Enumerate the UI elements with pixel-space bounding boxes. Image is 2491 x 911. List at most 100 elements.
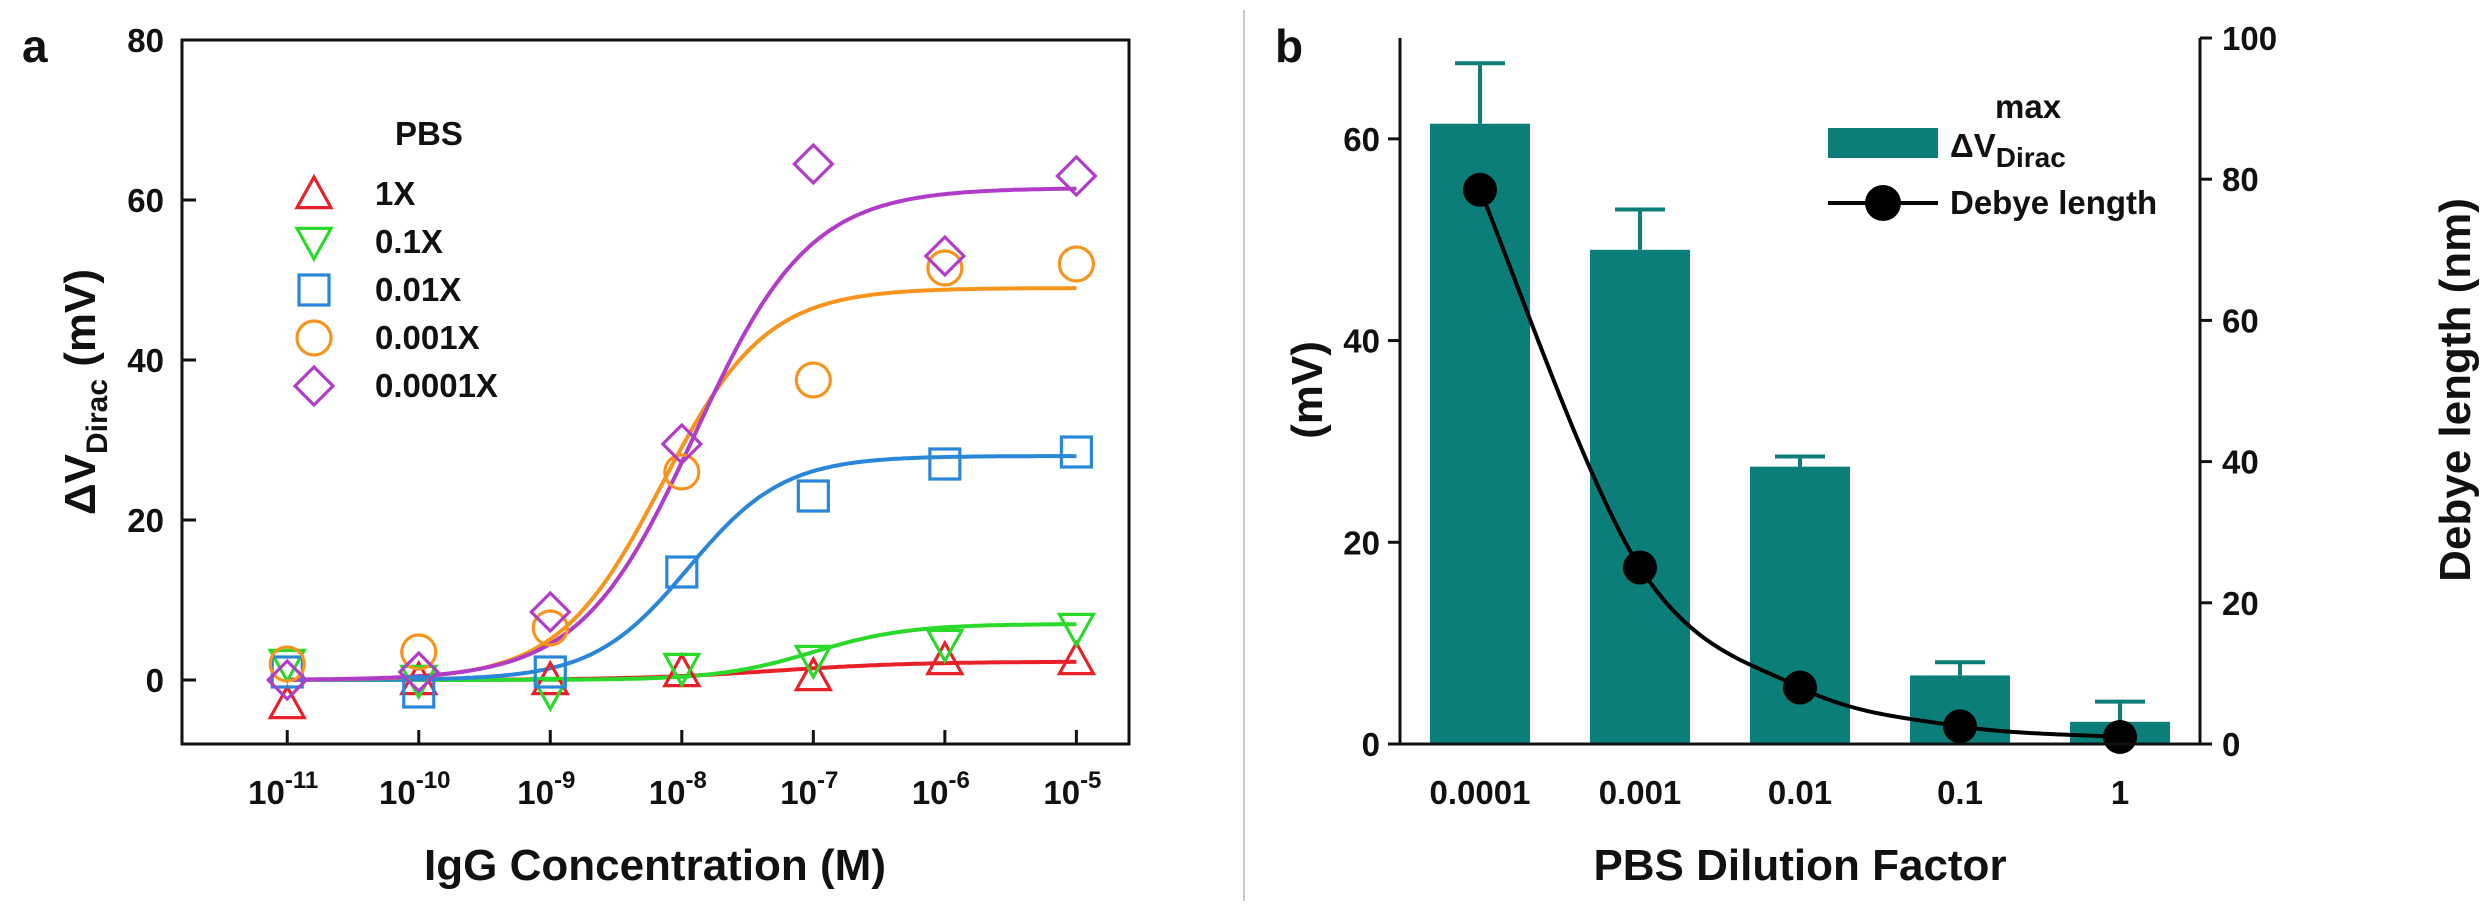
panel-b-left-y-ticks: 0 20 40 60	[1343, 121, 1400, 763]
data-point-0.0001X	[265, 658, 309, 702]
panel-b-left-y-axis-title: (mV)	[1283, 341, 1332, 439]
data-point-0.001X	[531, 609, 569, 647]
data-point-0.01X	[1059, 435, 1093, 469]
legend-label-1X: 1X	[375, 175, 415, 212]
data-point-0.01X	[533, 655, 567, 689]
data-point-1X	[267, 683, 307, 720]
panel-b-bars	[1430, 123, 2170, 745]
data-point-0.001X	[400, 633, 438, 671]
data-point-1X	[793, 655, 834, 692]
panel-b-x-ticks: 0.0001 0.001 0.01 0.1 1	[1430, 774, 2130, 811]
data-point-0.01X	[665, 555, 699, 589]
debye-point	[1783, 670, 1817, 705]
y-tick-label: 20	[127, 502, 164, 539]
data-point-0.01X	[928, 447, 962, 481]
data-point-0.1X	[793, 644, 834, 681]
data-point-1X	[1056, 639, 1097, 676]
panel-a-legend: PBS 1X 0.1X 0.01X 0.001X 0.0001X	[292, 115, 498, 408]
panel-b-right-y-ticks: 0 20 40 60 80 100	[2200, 20, 2277, 763]
left-y-tick-label: 20	[1343, 524, 1380, 561]
x-tick-label: 10-9	[517, 767, 575, 811]
legend-marker-1X	[294, 173, 334, 210]
x-tick-label: 10-5	[1043, 767, 1101, 811]
y-tick-label: 80	[127, 22, 164, 59]
panel-b-error-bars	[1455, 61, 2145, 722]
y-title-subscript: Dirac	[81, 379, 114, 454]
legend-bar-swatch	[1828, 128, 1938, 158]
panel-b-letter: b	[1275, 20, 1303, 72]
debye-point	[1943, 709, 1977, 744]
data-point-1X	[925, 639, 965, 676]
panel-b-legend: ΔVDirac max Debye length	[1828, 88, 2157, 221]
data-point-0.001X	[1057, 245, 1095, 283]
panel-a-plot-frame	[180, 38, 1131, 746]
legend-marker-0.01X	[297, 273, 331, 307]
right-y-tick-label: 60	[2222, 302, 2259, 339]
data-point-0.0001X	[660, 422, 704, 466]
data-point-0.0001X	[1055, 154, 1098, 198]
panel-b-right-y-axis-title: Debye length (nm)	[2431, 198, 2480, 582]
fit-curve-0.01X	[287, 454, 1077, 682]
x-category-label: 1	[2111, 774, 2129, 811]
data-point-0.01X	[402, 675, 436, 709]
x-category-label: 0.001	[1599, 774, 1682, 811]
panel-b-debye-line	[1463, 172, 2137, 754]
legend-label-0.0001X: 0.0001X	[375, 367, 498, 404]
data-point-1X	[662, 651, 702, 688]
data-point-0.1X	[1056, 612, 1097, 649]
x-category-label: 0.0001	[1430, 774, 1531, 811]
y-title-delta-v: ΔV	[56, 453, 105, 515]
data-point-0.1X	[530, 676, 570, 713]
y-tick-label: 40	[127, 342, 164, 379]
x-tick-label: 10-7	[780, 767, 838, 811]
x-tick-label: 10-8	[649, 767, 707, 811]
data-point-0.01X	[796, 479, 830, 513]
panel-a-x-ticks: 10-11 10-10 10-9 10-8 10-7 10-6 10-5	[248, 730, 1101, 811]
right-y-tick-label: 80	[2222, 161, 2259, 198]
x-tick-label: 10-6	[912, 767, 970, 811]
debye-point	[1623, 550, 1657, 585]
legend-marker-0.001X	[295, 319, 333, 357]
data-point-0.001X	[926, 249, 964, 287]
panel-a-y-ticks: 0 20 40 60 80	[127, 22, 196, 699]
legend-bar-superscript: max	[1995, 88, 2062, 125]
debye-point	[1463, 172, 1497, 207]
left-y-tick-label: 40	[1343, 323, 1380, 360]
legend-label-0.1X: 0.1X	[375, 223, 443, 260]
legend-marker-0.1X	[294, 226, 334, 263]
data-point-0.1X	[267, 648, 307, 685]
y-tick-label: 60	[127, 182, 164, 219]
legend-label-0.01X: 0.01X	[375, 271, 461, 308]
legend-bar-sub: Dirac	[1996, 142, 2066, 173]
legend-line-marker	[1865, 185, 1901, 221]
x-tick-label: 10-11	[248, 767, 318, 811]
data-point-0.0001X	[792, 142, 835, 186]
data-point-0.001X	[268, 645, 306, 683]
data-point-0.1X	[662, 652, 702, 689]
bar-0.001	[1590, 249, 1690, 745]
left-y-tick-label: 60	[1343, 121, 1380, 158]
right-y-tick-label: 40	[2222, 444, 2259, 481]
data-point-0.0001X	[529, 590, 572, 634]
data-point-0.1X	[925, 628, 965, 665]
data-point-0.0001X	[923, 234, 967, 278]
y-title-unit: (mV)	[56, 269, 105, 379]
bar-0.0001	[1430, 123, 1530, 744]
legend-line-label: Debye length	[1950, 184, 2157, 221]
data-point-0.001X	[663, 453, 701, 491]
right-y-tick-label: 100	[2222, 20, 2277, 57]
debye-point	[2103, 719, 2137, 754]
panel-a-data-points	[265, 142, 1098, 720]
right-y-tick-label: 20	[2222, 585, 2259, 622]
data-point-0.0001X	[397, 650, 441, 694]
legend-bar-label: ΔVDirac	[1950, 127, 2066, 173]
x-category-label: 0.01	[1768, 774, 1832, 811]
right-y-tick-label: 0	[2222, 726, 2240, 763]
legend-label-0.001X: 0.001X	[375, 319, 480, 356]
panel-a-letter: a	[22, 20, 48, 72]
panel-b-x-axis-title: PBS Dilution Factor	[1593, 841, 2006, 890]
x-tick-label: 10-10	[379, 767, 450, 811]
